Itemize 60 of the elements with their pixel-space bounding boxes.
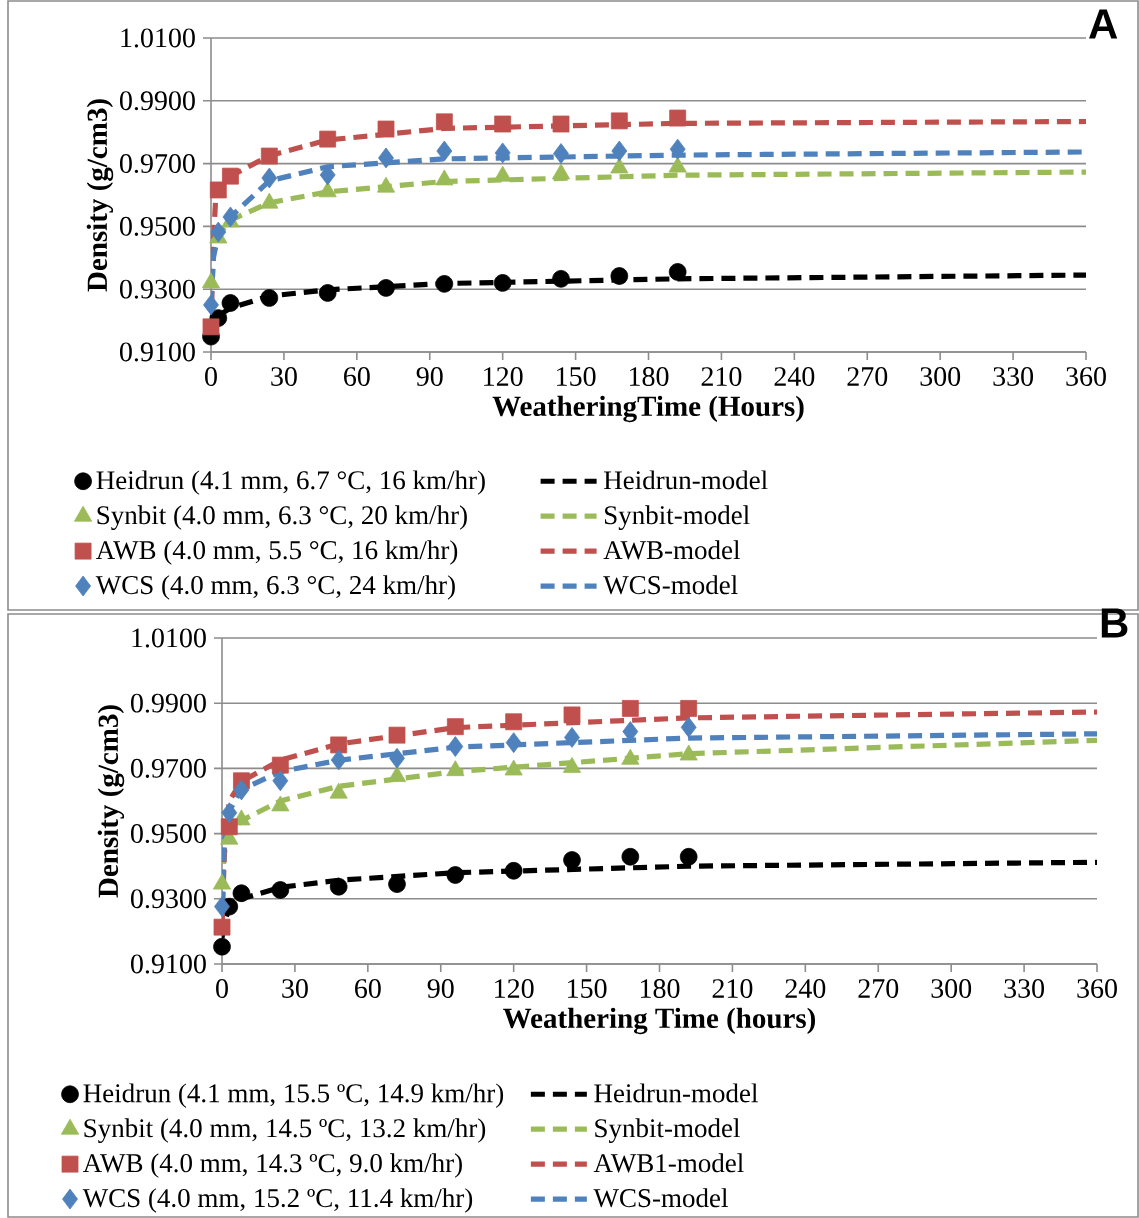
- y-tick-label: 0.9900: [120, 91, 195, 111]
- chart-title: B: [1101, 608, 1128, 638]
- legend-label: AWB-model: [603, 540, 740, 560]
- x-tick-label: 90: [416, 367, 443, 386]
- x-tick-label: 240: [774, 367, 815, 386]
- x-tick-label: 270: [858, 979, 899, 998]
- x-tick-label: 30: [282, 979, 308, 998]
- y-tick-label: 0.9700: [131, 758, 206, 778]
- x-tick-label: 270: [847, 367, 888, 386]
- y-tick-label: 0.9500: [120, 216, 195, 236]
- legend-label: WCS (4.0 mm, 6.3 °C, 24 km/hr): [95, 575, 455, 600]
- y-tick-label: 0.9100: [120, 342, 195, 362]
- legend-label: Synbit (4.0 mm, 14.5 ºC, 13.2 km/hr): [84, 1118, 486, 1143]
- x-tick-label: 0: [216, 979, 228, 998]
- y-tick-label: 0.9500: [131, 824, 206, 844]
- y-axis-title: Density (g/cm3): [97, 705, 125, 898]
- x-tick-label: 0: [205, 367, 217, 386]
- x-tick-label: 180: [640, 979, 680, 998]
- y-tick-label: 0.9100: [131, 954, 206, 974]
- x-tick-label: 360: [1066, 367, 1106, 386]
- x-tick-label: 300: [931, 979, 972, 998]
- x-axis-title: WeatheringTime (Hours): [492, 395, 804, 423]
- legend-label: Heidrun (4.1 mm, 15.5 ºC, 14.9 km/hr): [83, 1083, 504, 1108]
- x-tick-label: 300: [920, 367, 961, 386]
- legend-label: WCS-model: [603, 575, 738, 595]
- x-tick-label: 330: [1004, 979, 1045, 998]
- y-tick-label: 0.9900: [131, 693, 206, 713]
- x-tick-label: 30: [271, 367, 297, 386]
- legend-label: Synbit (4.0 mm, 6.3 °C, 20 km/hr): [97, 505, 467, 530]
- x-tick-label: 150: [568, 979, 607, 998]
- legend-label: AWB (4.0 mm, 5.5 °C, 16 km/hr): [95, 540, 458, 565]
- x-tick-label: 60: [344, 367, 370, 386]
- x-tick-label: 120: [495, 979, 534, 998]
- x-tick-label: 330: [993, 367, 1034, 386]
- y-axis-title: Density (g/cm3): [86, 99, 114, 292]
- chart-title: A: [1089, 9, 1118, 39]
- x-tick-label: 360: [1077, 979, 1117, 998]
- x-axis-title: Weathering Time (hours): [503, 1007, 816, 1035]
- x-tick-label: 210: [701, 367, 742, 386]
- x-tick-label: 90: [427, 979, 454, 998]
- legend-label: Heidrun-model: [594, 1083, 758, 1103]
- y-tick-label: 0.9300: [131, 889, 206, 909]
- x-tick-label: 210: [712, 979, 753, 998]
- x-tick-label: 60: [355, 979, 381, 998]
- legend-label: AWB1-model: [593, 1153, 744, 1173]
- legend-label: Heidrun (4.1 mm, 6.7 °C, 16 km/hr): [96, 470, 485, 495]
- y-tick-label: 0.9700: [120, 154, 195, 174]
- x-tick-label: 150: [557, 367, 596, 386]
- y-tick-label: 0.9300: [120, 279, 195, 299]
- x-tick-label: 240: [785, 979, 826, 998]
- legend-label: WCS-model: [593, 1188, 728, 1208]
- legend-label: WCS (4.0 mm, 15.2 ºC, 11.4 km/hr): [82, 1188, 473, 1213]
- x-tick-label: 120: [484, 367, 523, 386]
- x-tick-label: 180: [629, 367, 669, 386]
- legend-label: Synbit-model: [595, 1118, 740, 1143]
- y-tick-label: 1.0100: [132, 628, 206, 648]
- y-tick-label: 1.0100: [121, 28, 195, 48]
- legend-label: AWB (4.0 mm, 14.3 ºC, 9.0 km/hr): [82, 1153, 462, 1178]
- legend-label: Synbit-model: [605, 505, 750, 530]
- legend-label: Heidrun-model: [603, 470, 768, 490]
